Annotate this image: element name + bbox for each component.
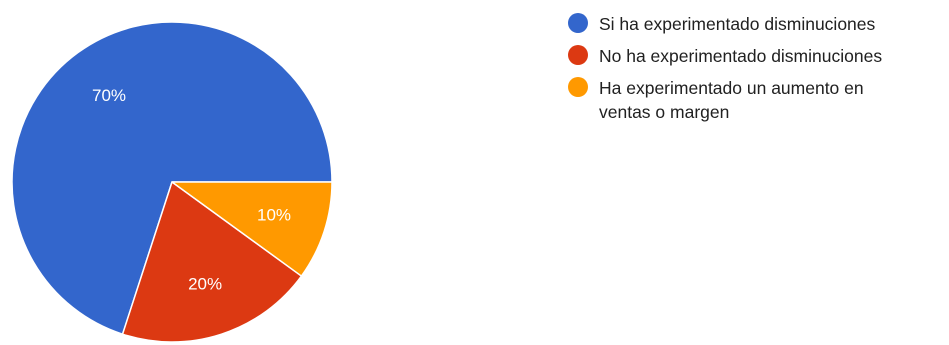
legend-item-1[interactable]: No ha experimentado disminuciones bbox=[568, 44, 949, 68]
pie-slice-label-0: 70% bbox=[92, 86, 126, 105]
legend-label-0: Si ha experimentado disminuciones bbox=[599, 14, 876, 34]
pie-slice-2[interactable] bbox=[171, 181, 333, 277]
legend-swatch-1 bbox=[568, 45, 588, 65]
legend-swatch-0 bbox=[568, 13, 588, 33]
pie-slice-1[interactable] bbox=[121, 181, 303, 343]
pie-slice-label-2: 10% bbox=[257, 206, 291, 225]
legend-item-2[interactable]: Ha experimentado un aumento en ventas o … bbox=[568, 76, 949, 124]
legend-swatch-2 bbox=[568, 77, 588, 97]
pie-slice-0[interactable] bbox=[11, 21, 333, 335]
pie-slice-label-1: 20% bbox=[188, 275, 222, 294]
legend-item-0[interactable]: Si ha experimentado disminuciones bbox=[568, 12, 949, 36]
legend-label-1: No ha experimentado disminuciones bbox=[599, 46, 883, 66]
chart-legend: Si ha experimentado disminuciones No ha … bbox=[568, 12, 949, 132]
legend-label-2: Ha experimentado un aumento en ventas o … bbox=[599, 78, 864, 122]
